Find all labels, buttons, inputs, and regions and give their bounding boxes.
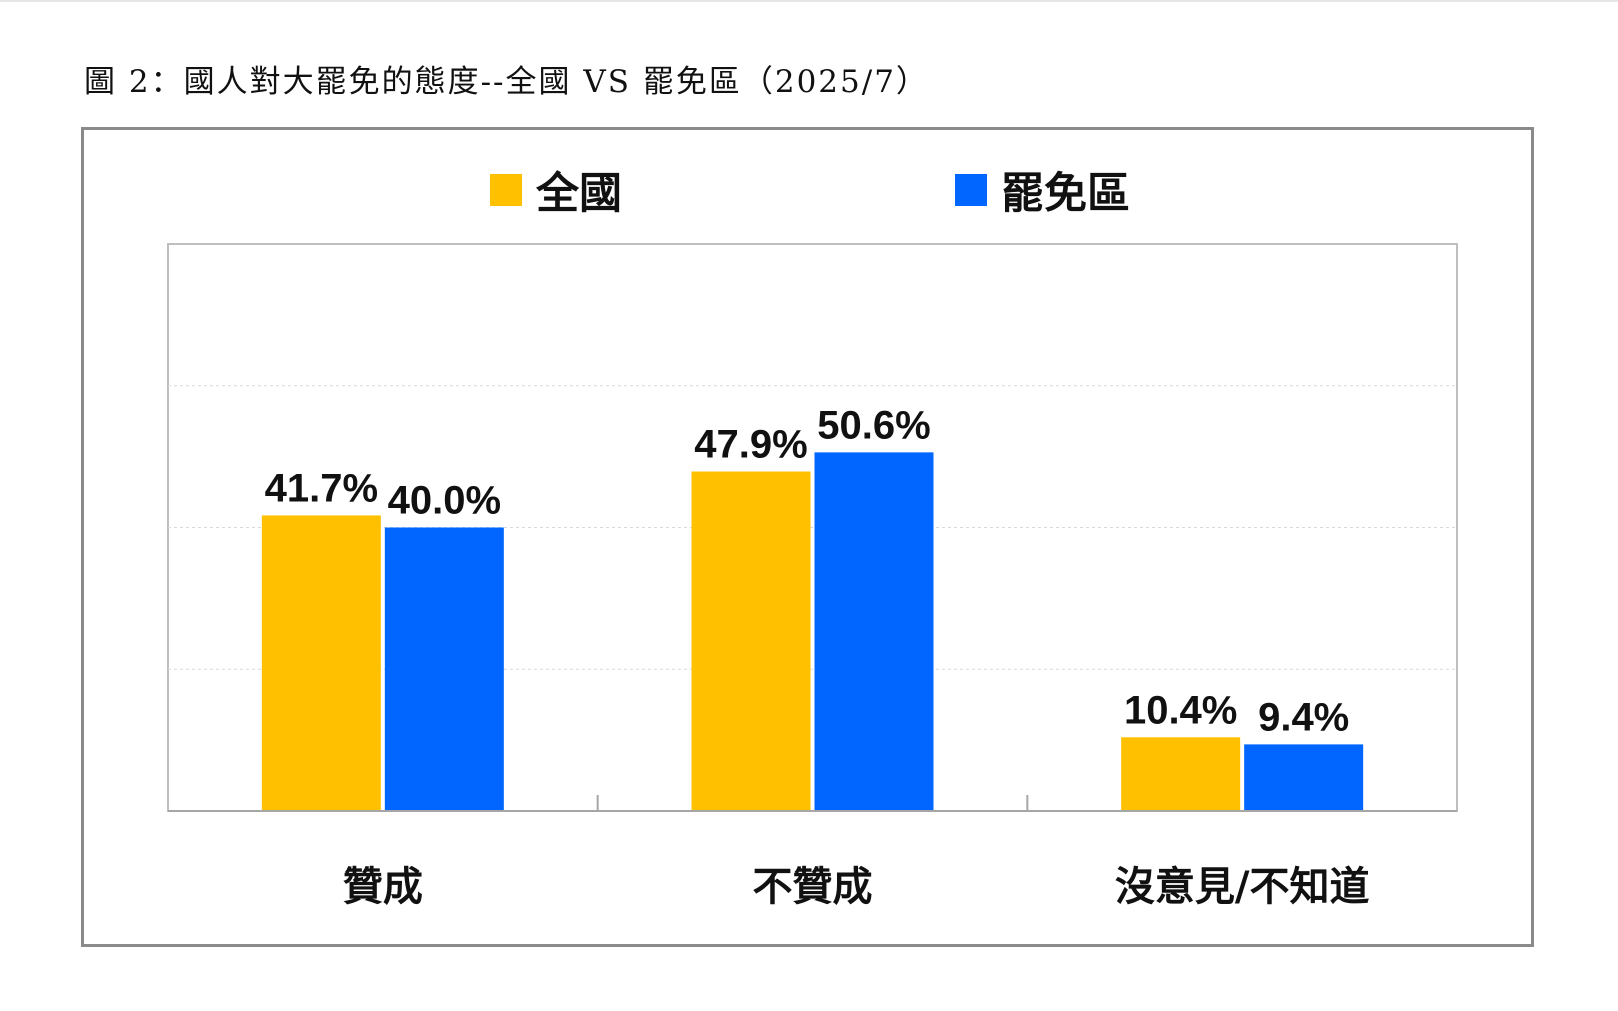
legend-label-recall-district: 罷免區 bbox=[1001, 169, 1130, 219]
data-label-recall-district-2: 9.4% bbox=[1258, 695, 1349, 739]
figure-caption: 圖 2：國人對大罷免的態度--全國 VS 罷免區（2025/7） bbox=[84, 64, 929, 100]
data-label-national-1: 47.9% bbox=[694, 423, 807, 467]
x-axis-ticks bbox=[596, 795, 1029, 811]
bar-national-2 bbox=[1121, 737, 1241, 811]
bar-recall-district-0 bbox=[384, 527, 504, 811]
bar-national-1 bbox=[691, 471, 811, 811]
category-label-1: 不贊成 bbox=[753, 864, 873, 910]
legend-swatch-national bbox=[490, 174, 522, 206]
category-label-0: 贊成 bbox=[343, 864, 423, 910]
bars: 41.7% 40.0% 47.9% 50.6% 10.4% 9.4% bbox=[261, 403, 1364, 811]
data-label-national-2: 10.4% bbox=[1124, 688, 1237, 732]
top-rule bbox=[0, 0, 1618, 2]
category-label-2: 沒意見/不知道 bbox=[1115, 864, 1370, 910]
legend-item-national: 全國 bbox=[490, 160, 622, 220]
category-labels: 贊成 不贊成 沒意見/不知道 bbox=[343, 864, 1370, 910]
gridlines bbox=[168, 385, 1457, 670]
legend-swatch-recall-district bbox=[955, 174, 987, 206]
data-label-national-0: 41.7% bbox=[265, 466, 378, 510]
legend-label-national: 全國 bbox=[536, 169, 622, 219]
bar-recall-district-1 bbox=[814, 452, 934, 811]
legend-item-recall-district: 罷免區 bbox=[955, 160, 1130, 220]
data-label-recall-district-1: 50.6% bbox=[817, 403, 930, 447]
data-label-recall-district-0: 40.0% bbox=[388, 479, 501, 523]
bar-national-0 bbox=[261, 515, 381, 811]
bar-recall-district-2 bbox=[1244, 744, 1364, 811]
